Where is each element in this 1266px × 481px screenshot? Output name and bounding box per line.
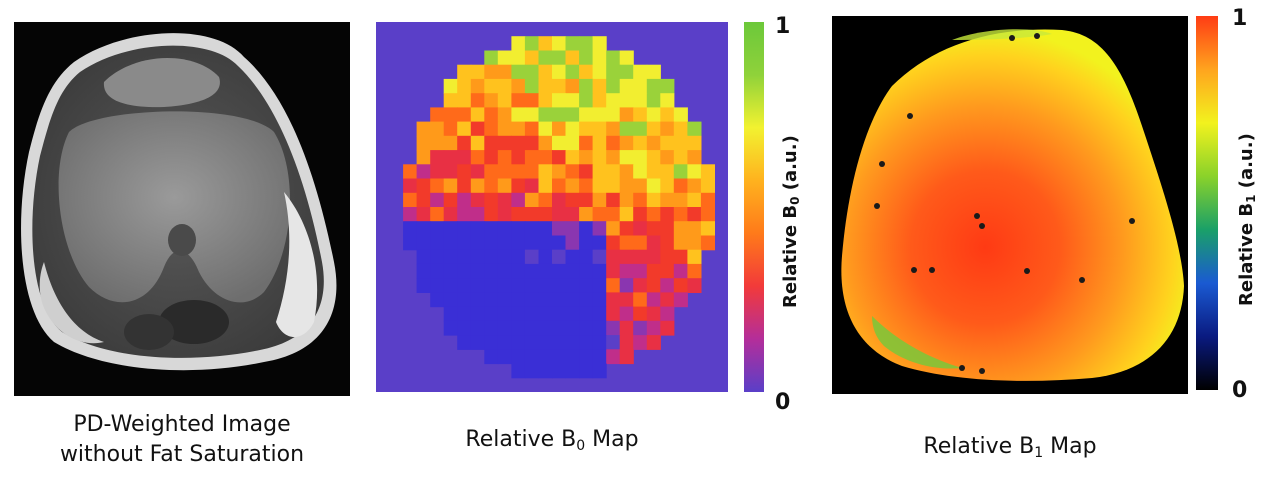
b0-colorbar-max: 1: [775, 14, 791, 39]
b1-colorbar: [1196, 16, 1218, 390]
b0-caption-sub: 0: [576, 438, 586, 454]
b0-colorbar-min: 0: [775, 390, 791, 415]
b0-caption: Relative B0 Map: [376, 425, 728, 455]
b1-map-image: [832, 16, 1188, 394]
b0-colorbar-label: Relative B0 (a.u.): [780, 135, 802, 308]
b0-colorbar-label-post: (a.u.): [780, 135, 801, 197]
b0-map-image: [376, 22, 728, 392]
b0-colorbar: [744, 22, 764, 392]
b0-caption-pre: Relative B: [465, 427, 577, 452]
pd-weighted-image: [14, 22, 350, 396]
b0-colorbar-label-sub: 0: [788, 196, 802, 205]
b0-colorbar-label-pre: Relative B: [780, 204, 801, 308]
pd-caption-line1: PD-Weighted Image: [73, 412, 291, 437]
colorbar-gradient: [744, 22, 764, 392]
b1-colorbar-label: Relative B1 (a.u.): [1236, 133, 1258, 306]
b1-colorbar-max: 1: [1232, 6, 1248, 31]
colorbar-gradient: [1196, 16, 1218, 390]
b1-caption-post: Map: [1043, 434, 1097, 459]
b1-colorbar-min: 0: [1232, 378, 1248, 403]
b1-colorbar-label-sub: 1: [1244, 194, 1258, 203]
b1-caption-pre: Relative B: [923, 434, 1035, 459]
b1-colorbar-label-pre: Relative B: [1236, 202, 1257, 306]
pd-caption-line2: without Fat Saturation: [59, 442, 305, 467]
b1-caption: Relative B1 Map: [832, 432, 1188, 462]
b0-caption-post: Map: [585, 427, 639, 452]
b1-colorbar-label-post: (a.u.): [1236, 133, 1257, 195]
b1-caption-sub: 1: [1034, 445, 1044, 461]
pd-caption: PD-Weighted Image without Fat Saturation: [14, 410, 350, 470]
